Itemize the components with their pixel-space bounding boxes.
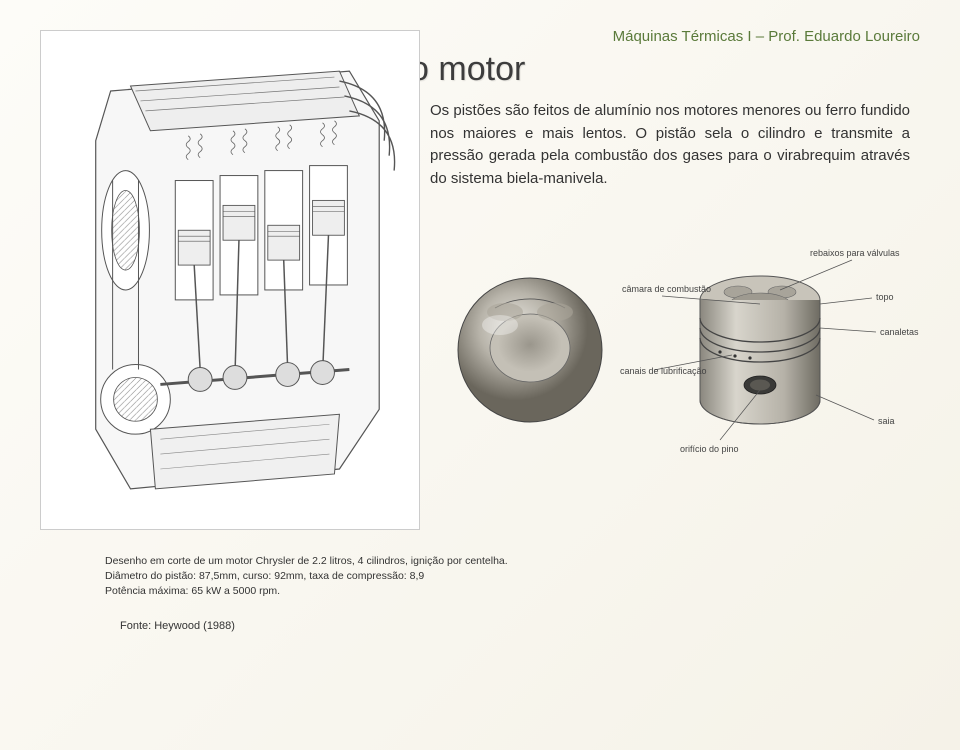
piston-parts-diagram: rebaixos para válvulas câmara de combust… bbox=[620, 240, 920, 470]
label-topo: topo bbox=[876, 292, 894, 302]
body-paragraph: Os pistões são feitos de alumínio nos mo… bbox=[430, 100, 910, 190]
caption-line-1: Desenho em corte de um motor Chrysler de… bbox=[105, 554, 508, 569]
caption-line-3: Potência máxima: 65 kW a 5000 rpm. bbox=[105, 584, 508, 599]
label-canaletas: canaletas bbox=[880, 327, 919, 337]
figure-caption: Desenho em corte de um motor Chrysler de… bbox=[105, 554, 508, 600]
label-orificio: orifício do pino bbox=[680, 444, 739, 454]
course-header: Máquinas Térmicas I – Prof. Eduardo Lour… bbox=[613, 28, 920, 45]
source-citation: Fonte: Heywood (1988) bbox=[120, 620, 235, 632]
label-canais: canais de lubrificação bbox=[620, 366, 707, 376]
label-saia: saia bbox=[878, 416, 895, 426]
caption-line-2: Diâmetro do pistão: 87,5mm, curso: 92mm,… bbox=[105, 569, 508, 584]
engine-cutaway-illustration bbox=[40, 30, 420, 530]
piston-top-photo bbox=[450, 270, 610, 430]
label-camara: câmara de combustão bbox=[622, 284, 711, 294]
label-rebaixos: rebaixos para válvulas bbox=[810, 248, 900, 258]
